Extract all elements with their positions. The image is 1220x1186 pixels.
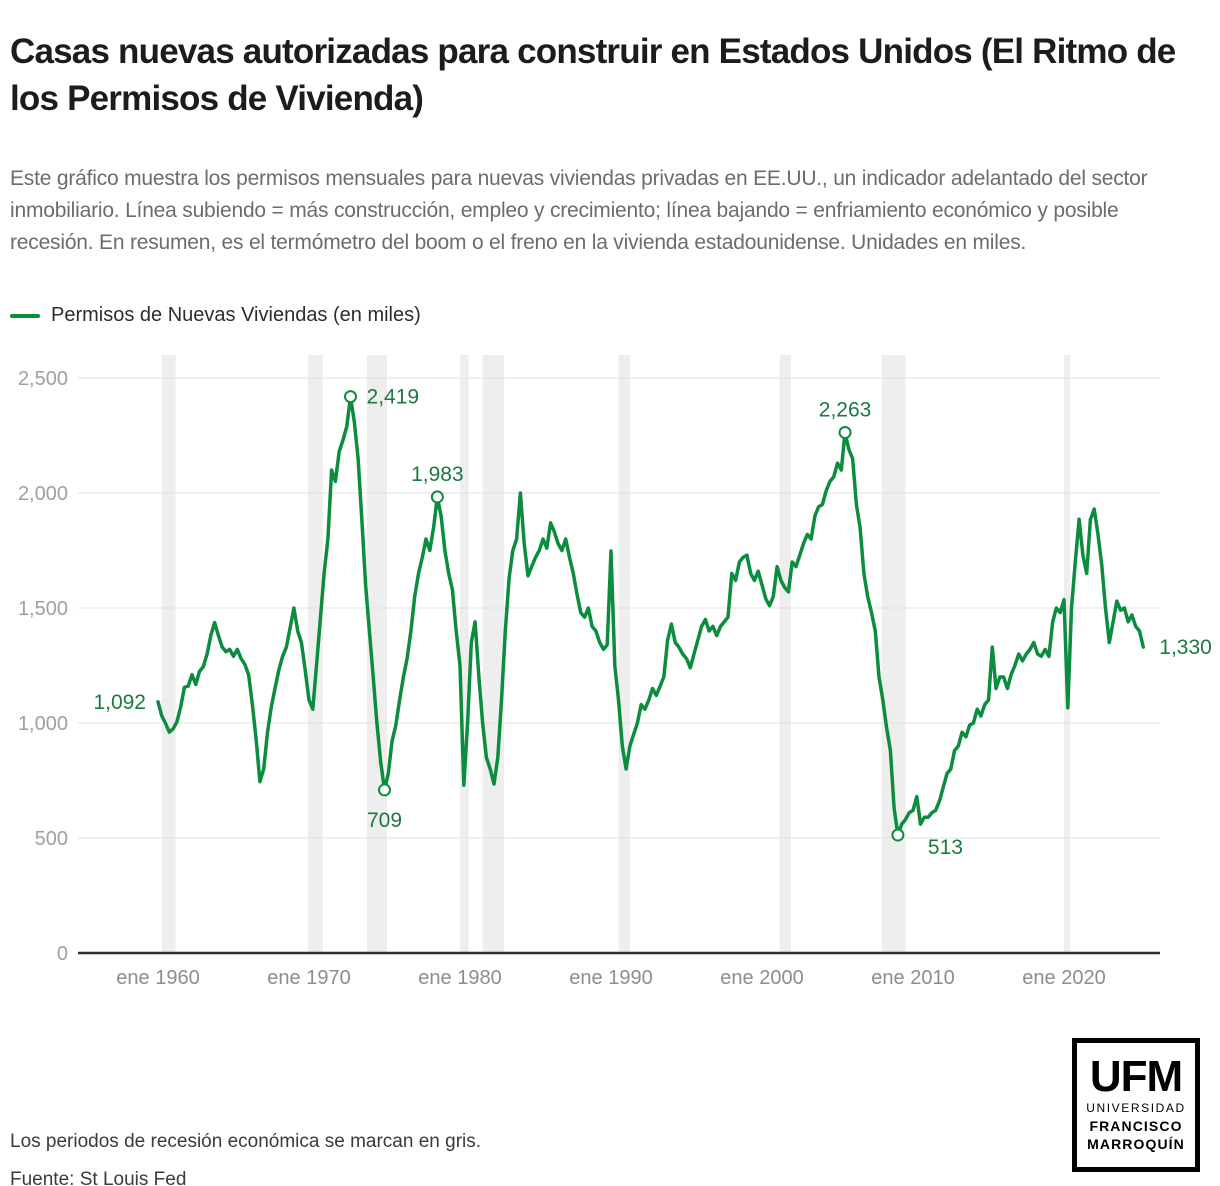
annotation-label: 2,263 [819, 399, 872, 422]
recession-band [881, 355, 906, 953]
x-tick-label: ene 2000 [720, 967, 803, 989]
page-title: Casas nuevas autorizadas para construir … [10, 32, 1176, 118]
source-note: Fuente: St Louis Fed [10, 1169, 187, 1186]
recession-note: Los periodos de recesión económica se ma… [10, 1131, 482, 1152]
legend-line-swatch [10, 313, 40, 318]
ufm-logo: UFM UNIVERSIDAD FRANCISCO MARROQUÍN [1072, 1038, 1200, 1172]
annotation-marker [430, 490, 444, 504]
y-tick-label: 1,000 [18, 713, 68, 735]
x-tick-label: ene 1960 [116, 967, 199, 989]
recession-band [366, 355, 388, 953]
annotation-marker [378, 783, 391, 797]
x-tick-label: ene 1980 [418, 967, 501, 989]
annotation-label: 513 [928, 836, 963, 859]
annotation-label: 1,983 [411, 463, 464, 486]
ufm-logo-marroquin: MARROQUÍN [1087, 1136, 1185, 1153]
recession-band [161, 355, 176, 953]
x-tick-label: ene 1970 [267, 967, 350, 989]
legend-label: Permisos de Nuevas Viviendas (en miles) [51, 304, 421, 326]
annotation-label: 2,419 [367, 386, 420, 409]
y-tick-label: 1,500 [18, 598, 68, 620]
ufm-logo-universidad: UNIVERSIDAD [1086, 1101, 1186, 1116]
ufm-logo-acronym: UFM [1089, 1051, 1183, 1101]
permits-series-line [156, 394, 1146, 837]
recession-band [307, 355, 323, 953]
x-tick-label: ene 2010 [871, 967, 954, 989]
y-tick-label: 2,000 [18, 483, 68, 505]
chart-description: Este gráfico muestra los permisos mensua… [10, 167, 1148, 254]
recession-band [482, 355, 505, 953]
annotation-label: 1,092 [93, 691, 146, 714]
annotation-marker [344, 390, 358, 404]
annotation-label: 709 [367, 809, 402, 832]
annotation-marker [838, 426, 852, 440]
recession-band [618, 355, 630, 953]
recession-band [460, 355, 469, 953]
recession-band [779, 355, 791, 953]
y-tick-label: 0 [57, 943, 68, 965]
legend: Permisos de Nuevas Viviendas (en miles) [10, 304, 421, 327]
x-tick-label: ene 1990 [569, 967, 652, 989]
y-tick-label: 2,500 [18, 368, 68, 390]
annotation-label: 1,330 [1159, 636, 1212, 659]
y-tick-label: 500 [35, 828, 68, 850]
permits-line-chart: 2,500 2,000 1,500 1,000 500 0 ene 1960 ene 1970… [18, 355, 1212, 989]
x-tick-label: ene 2020 [1022, 967, 1105, 989]
annotation-marker [891, 828, 905, 842]
ufm-logo-francisco: FRANCISCO [1089, 1117, 1183, 1134]
